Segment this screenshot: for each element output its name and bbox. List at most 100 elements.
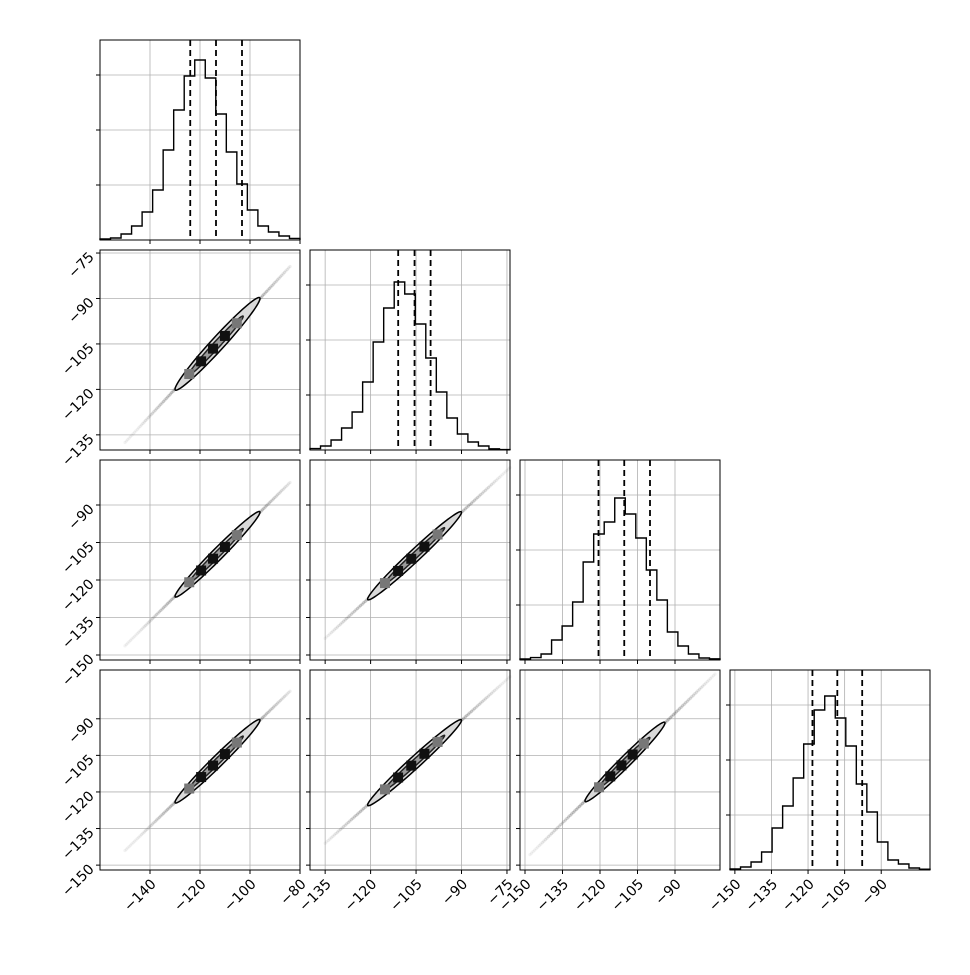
- scatter-point: [506, 467, 511, 471]
- density-block: [219, 330, 230, 341]
- scatter-point: [171, 389, 175, 393]
- scatter-point: [157, 610, 161, 614]
- scatter-point: [529, 851, 534, 855]
- scatter-point: [273, 704, 277, 708]
- scatter-point: [126, 641, 130, 645]
- y-tick-label: −105: [59, 752, 98, 791]
- scatter-point: [477, 702, 481, 707]
- density-block: [627, 749, 638, 760]
- scatter-point: [351, 816, 355, 820]
- density-block: [605, 771, 616, 782]
- scatter-point: [362, 806, 366, 811]
- scatter-point: [161, 399, 166, 404]
- scatter-point: [704, 681, 708, 685]
- y-tick-label: −105: [59, 539, 98, 578]
- scatter-point: [323, 636, 327, 640]
- scatter-point: [282, 694, 287, 699]
- scatter-point: [127, 436, 131, 440]
- scatter-point: [265, 504, 269, 508]
- scatter-point: [138, 629, 142, 633]
- scatter-point: [553, 828, 557, 833]
- scatter-point: [144, 418, 148, 423]
- scatter-point: [123, 644, 127, 648]
- scatter-point: [274, 279, 278, 283]
- scatter-point: [145, 827, 149, 831]
- scatter-point: [471, 708, 475, 712]
- scatter-point: [139, 833, 144, 837]
- scatter-point: [351, 611, 355, 615]
- scatter-point: [352, 609, 357, 613]
- scatter-point: [480, 700, 484, 704]
- scatter-point: [362, 601, 366, 605]
- scatter-point: [340, 621, 344, 625]
- scatter-point: [148, 619, 152, 623]
- scatter-point: [288, 264, 292, 269]
- scatter-point: [124, 642, 128, 647]
- scatter-point: [331, 834, 335, 838]
- x-tick-label: −100: [221, 876, 260, 915]
- scatter-point: [549, 831, 554, 836]
- scatter-point: [345, 822, 349, 826]
- scatter-point: [708, 677, 712, 681]
- scatter-point: [488, 693, 492, 697]
- x-tick-label: −120: [571, 876, 610, 915]
- scatter-point: [573, 809, 577, 813]
- scatter-point: [145, 622, 149, 626]
- scatter-point: [287, 482, 291, 486]
- scatter-point: [265, 289, 269, 294]
- scatter-point: [579, 803, 583, 807]
- scatter-point: [277, 276, 281, 280]
- scatter-point: [170, 803, 174, 808]
- scatter-point: [270, 706, 274, 711]
- scatter-point: [276, 701, 280, 705]
- y-tick-label: −90: [65, 715, 97, 747]
- scatter-point: [134, 633, 138, 637]
- scatter-point: [152, 615, 156, 619]
- y-tick-label: −75: [65, 249, 97, 281]
- y-tick-label: −135: [59, 614, 98, 653]
- scatter-point: [157, 404, 161, 408]
- scatter-point: [500, 681, 504, 686]
- y-tick-label: −105: [59, 340, 98, 379]
- scatter-point: [160, 607, 164, 611]
- scatter-point: [171, 596, 175, 600]
- scatter-point: [560, 821, 564, 825]
- panel-frame: [729, 669, 931, 871]
- scatter-point: [331, 629, 335, 633]
- scatter-point: [127, 844, 131, 849]
- scatter-point: [155, 407, 159, 411]
- scatter-point: [170, 597, 174, 602]
- panel-0-0: [96, 39, 301, 244]
- scatter-point: [139, 423, 144, 427]
- scatter-point: [150, 617, 155, 621]
- scatter-point: [485, 695, 489, 700]
- scatter-point: [671, 713, 675, 717]
- scatter-point: [489, 691, 494, 695]
- scatter-point: [163, 604, 167, 608]
- scatter-point: [126, 437, 130, 442]
- scatter-point: [476, 704, 480, 708]
- scatter-point: [271, 705, 276, 709]
- scatter-point: [141, 831, 145, 835]
- scatter-point: [152, 821, 156, 825]
- panel-2-2: [516, 459, 721, 664]
- scatter-point: [469, 709, 474, 713]
- scatter-point: [130, 637, 134, 641]
- scatter-point: [150, 822, 155, 826]
- scatter-point: [281, 487, 285, 491]
- scatter-point: [497, 684, 501, 688]
- scatter-point: [142, 830, 146, 834]
- scatter-point: [337, 623, 341, 628]
- scatter-point: [152, 410, 156, 414]
- density-block: [196, 772, 207, 783]
- scatter-point: [265, 712, 269, 716]
- scatter-point: [355, 812, 360, 816]
- scatter-point: [335, 625, 340, 629]
- scatter-point: [357, 605, 361, 609]
- scatter-point: [267, 286, 271, 291]
- scatter-point: [167, 600, 171, 604]
- scatter-point: [263, 505, 267, 509]
- panel-1-0: −75 −90 −105 −120 −135: [59, 249, 301, 470]
- density-block: [196, 565, 207, 576]
- scatter-point: [670, 714, 674, 718]
